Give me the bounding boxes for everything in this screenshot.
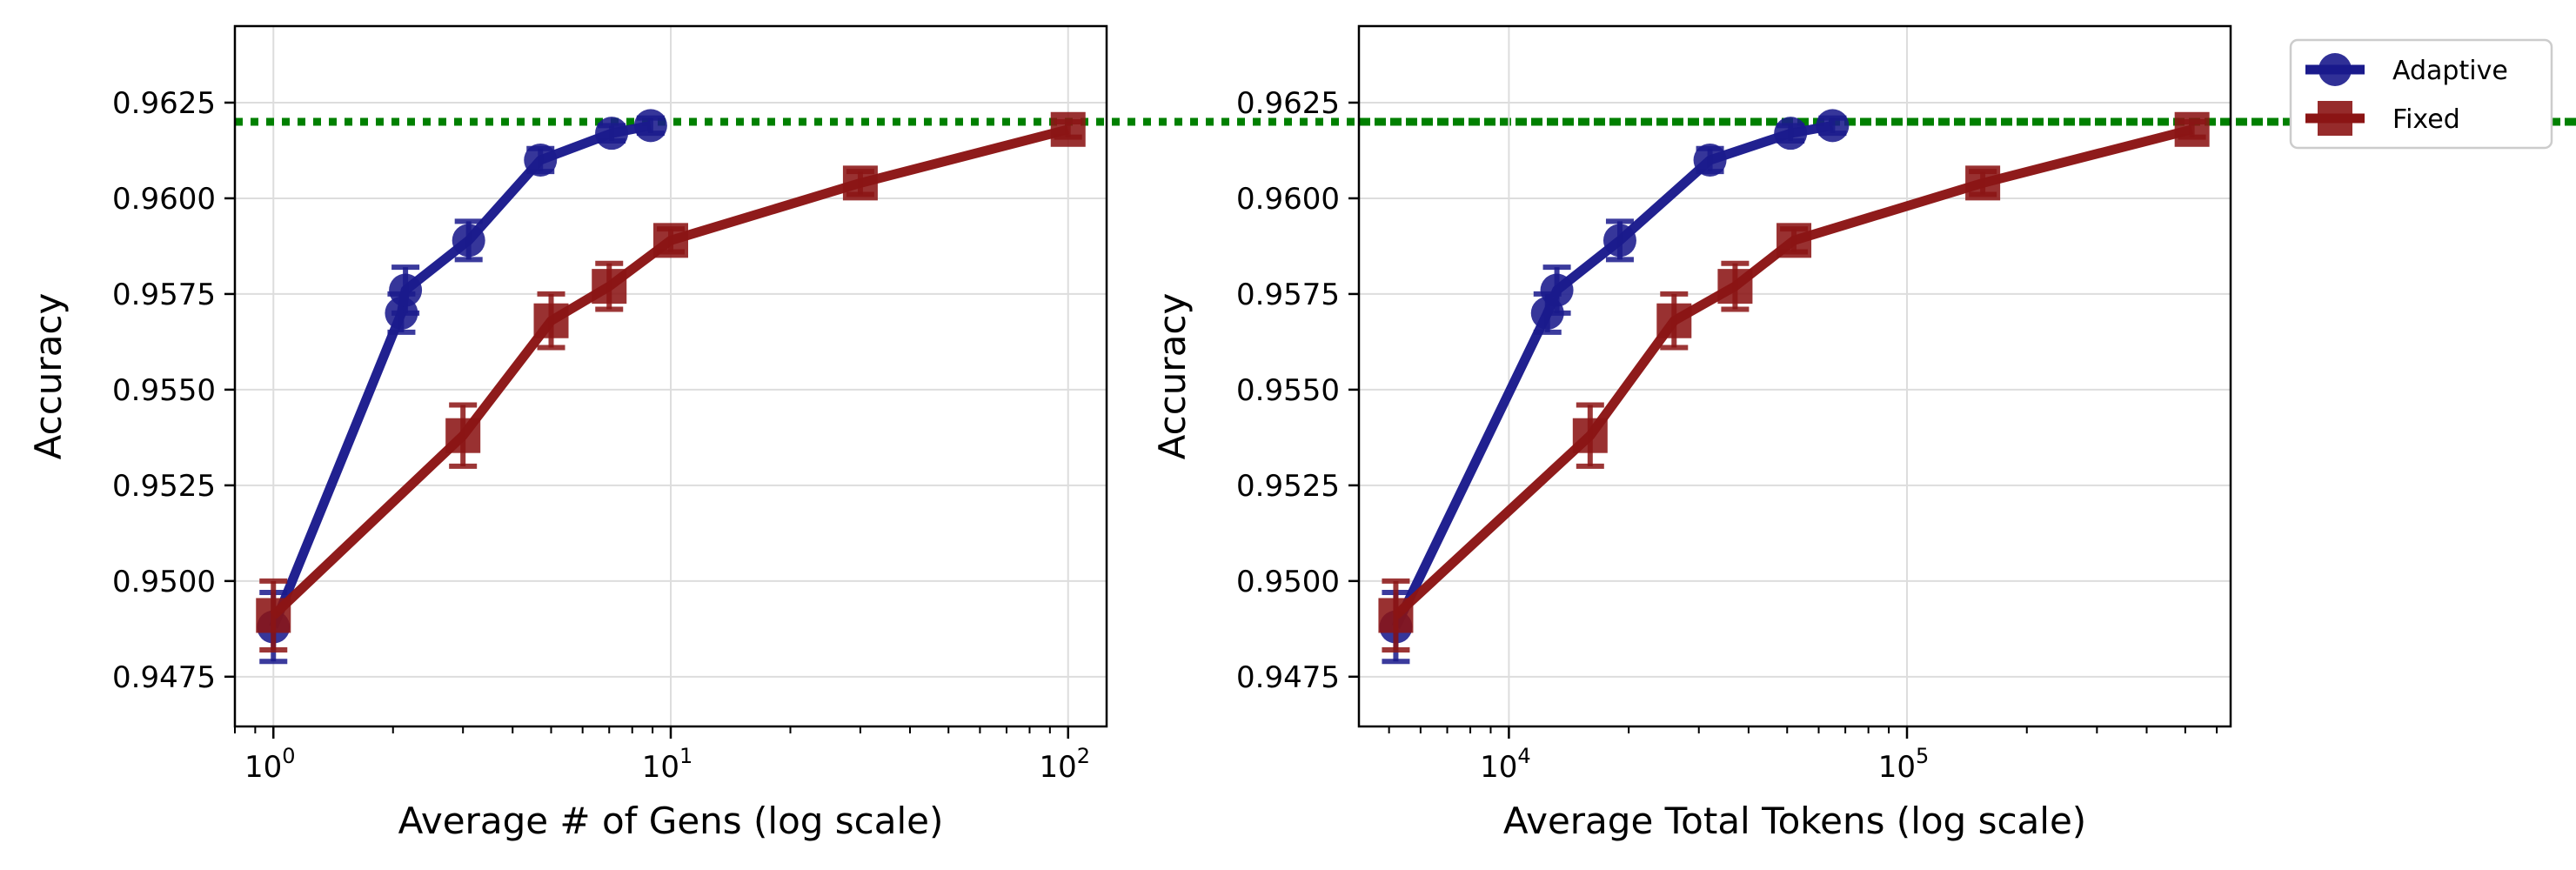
x-tick-label-base: 10 (244, 750, 282, 785)
adaptive-point (524, 143, 558, 177)
adaptive-series-line (269, 121, 652, 629)
x-tick-label-exponent: 5 (1916, 744, 1929, 768)
y-axis-title: Accuracy (1151, 293, 1194, 460)
y-tick-label: 0.9575 (112, 278, 216, 312)
y-tick-label: 0.9600 (112, 182, 216, 217)
y-tick-label: 0.9500 (1236, 565, 1340, 599)
y-tick-label: 0.9550 (1236, 373, 1340, 408)
adaptive-point (1774, 117, 1808, 151)
adaptive-point (1540, 273, 1574, 307)
fixed-point (1572, 418, 1608, 453)
adaptive-point (452, 224, 485, 258)
y-tick-label: 0.9625 (112, 86, 216, 121)
fixed-point (592, 269, 627, 304)
x-tick-label-exponent: 1 (679, 744, 693, 768)
fixed-point (256, 598, 291, 633)
adaptive-point (1816, 109, 1850, 143)
x-tick-label: 104 (1480, 744, 1531, 785)
x-tick-label-base: 10 (1878, 750, 1916, 785)
x-tick-label: 102 (1039, 744, 1090, 785)
fixed-point (1776, 223, 1812, 258)
y-tick-label: 0.9475 (1236, 660, 1340, 695)
legend-entry-adaptive: Adaptive (2305, 53, 2508, 86)
y-tick-label: 0.9550 (112, 373, 216, 408)
legend-marker (2318, 101, 2352, 136)
x-axis-title: Average # of Gens (log scale) (398, 800, 944, 842)
x-axis-title: Average Total Tokens (log scale) (1503, 800, 2086, 842)
y-tick-label: 0.9600 (1236, 182, 1340, 217)
legend-label: Adaptive (2392, 56, 2508, 86)
legend: Adaptive Fixed (2289, 38, 2553, 150)
panel-gens: 0.9475 0.9500 0.9525 0.9550 0.9575 0.9600 0.96… (27, 24, 2576, 842)
y-tick-label: 0.9475 (112, 660, 216, 695)
plot-area (256, 109, 1086, 665)
x-tick-label-exponent: 0 (282, 744, 295, 768)
x-tick-label: 101 (642, 744, 693, 785)
adaptive-point (1693, 143, 1727, 177)
fixed-point (1965, 165, 2001, 201)
adaptive-point (595, 117, 629, 151)
legend-marker (2318, 53, 2352, 86)
axes-frame (1357, 24, 2232, 728)
adaptive-point (633, 109, 667, 143)
fixed-point (533, 303, 569, 338)
x-tick-label: 105 (1878, 744, 1930, 785)
x-tick-label-base: 10 (1480, 750, 1517, 785)
fixed-point (1656, 303, 1692, 338)
fixed-point (445, 418, 481, 453)
fixed-point (653, 223, 688, 258)
fixed-point (842, 165, 878, 201)
y-axis-title: Accuracy (27, 293, 70, 460)
panel-tokens: 0.9475 0.9500 0.9525 0.9550 0.9575 0.9600 0.96… (1151, 24, 2576, 842)
adaptive-point (389, 273, 423, 307)
x-tick-label-exponent: 2 (1077, 744, 1090, 768)
fixed-point (1717, 269, 1753, 304)
fixed-point (2174, 111, 2210, 147)
y-tick-label: 0.9525 (1236, 469, 1340, 504)
y-tick-label: 0.9525 (112, 469, 216, 504)
y-tick-label: 0.9575 (1236, 278, 1340, 312)
fixed-point (1378, 598, 1414, 633)
plot-area (1378, 109, 2210, 665)
x-tick-label-exponent: 4 (1517, 744, 1530, 768)
adaptive-point (1602, 224, 1636, 258)
fixed-point (1050, 111, 1086, 147)
x-tick-label-base: 10 (642, 750, 679, 785)
y-tick-label: 0.9500 (112, 565, 216, 599)
legend-entry-fixed: Fixed (2305, 101, 2460, 136)
x-tick-label-base: 10 (1039, 750, 1076, 785)
x-tick-label: 100 (244, 744, 296, 785)
y-tick-label: 0.9625 (1236, 86, 1340, 121)
legend-label: Fixed (2392, 104, 2460, 135)
